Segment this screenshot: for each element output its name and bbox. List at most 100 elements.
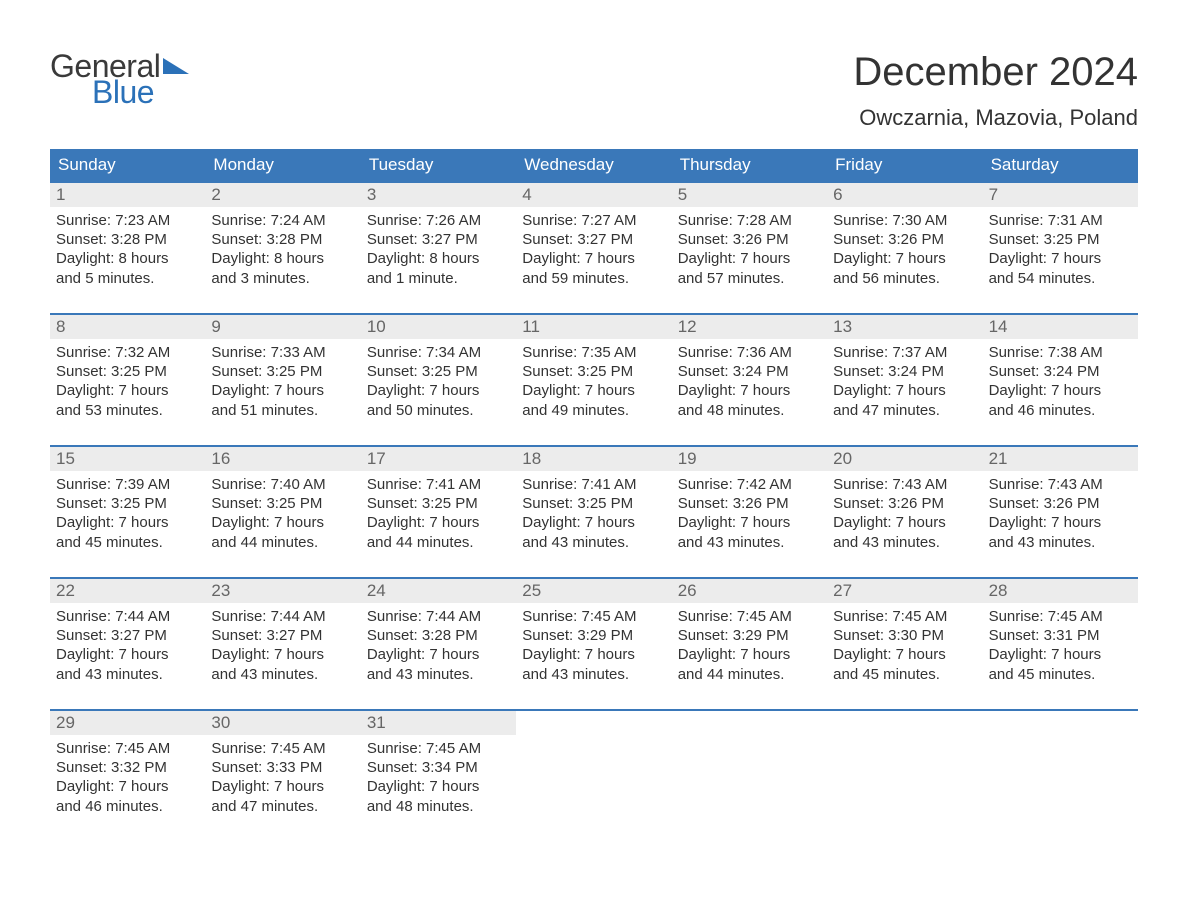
day-cell (672, 711, 827, 823)
week-row: 29Sunrise: 7:45 AMSunset: 3:32 PMDayligh… (50, 709, 1138, 823)
day-d1: Daylight: 7 hours (989, 513, 1132, 532)
day-sunrise: Sunrise: 7:33 AM (211, 343, 354, 362)
day-d1: Daylight: 7 hours (211, 645, 354, 664)
day-body: Sunrise: 7:45 AMSunset: 3:30 PMDaylight:… (827, 603, 982, 684)
day-d1: Daylight: 7 hours (211, 381, 354, 400)
day-sunset: Sunset: 3:24 PM (833, 362, 976, 381)
day-sunrise: Sunrise: 7:24 AM (211, 211, 354, 230)
day-body: Sunrise: 7:45 AMSunset: 3:33 PMDaylight:… (205, 735, 360, 816)
day-sunrise: Sunrise: 7:45 AM (56, 739, 199, 758)
day-number: 16 (205, 447, 360, 471)
day-number: 14 (983, 315, 1138, 339)
day-sunrise: Sunrise: 7:45 AM (989, 607, 1132, 626)
day-sunset: Sunset: 3:28 PM (367, 626, 510, 645)
weekday-cell: Sunday (50, 149, 205, 181)
day-sunset: Sunset: 3:26 PM (833, 230, 976, 249)
day-sunset: Sunset: 3:25 PM (56, 362, 199, 381)
day-body: Sunrise: 7:39 AMSunset: 3:25 PMDaylight:… (50, 471, 205, 552)
day-cell: 17Sunrise: 7:41 AMSunset: 3:25 PMDayligh… (361, 447, 516, 559)
day-sunrise: Sunrise: 7:40 AM (211, 475, 354, 494)
day-sunset: Sunset: 3:27 PM (522, 230, 665, 249)
day-sunset: Sunset: 3:26 PM (989, 494, 1132, 513)
day-number: 13 (827, 315, 982, 339)
day-cell: 2Sunrise: 7:24 AMSunset: 3:28 PMDaylight… (205, 183, 360, 295)
day-cell: 25Sunrise: 7:45 AMSunset: 3:29 PMDayligh… (516, 579, 671, 691)
day-d1: Daylight: 7 hours (56, 777, 199, 796)
location-text: Owczarnia, Mazovia, Poland (853, 105, 1138, 131)
day-body: Sunrise: 7:41 AMSunset: 3:25 PMDaylight:… (516, 471, 671, 552)
day-body: Sunrise: 7:33 AMSunset: 3:25 PMDaylight:… (205, 339, 360, 420)
weeks-container: 1Sunrise: 7:23 AMSunset: 3:28 PMDaylight… (50, 181, 1138, 823)
day-cell: 28Sunrise: 7:45 AMSunset: 3:31 PMDayligh… (983, 579, 1138, 691)
day-number: 30 (205, 711, 360, 735)
day-sunset: Sunset: 3:25 PM (56, 494, 199, 513)
day-sunrise: Sunrise: 7:23 AM (56, 211, 199, 230)
day-body: Sunrise: 7:45 AMSunset: 3:29 PMDaylight:… (672, 603, 827, 684)
month-title: December 2024 (853, 50, 1138, 95)
day-d1: Daylight: 7 hours (367, 381, 510, 400)
day-cell: 12Sunrise: 7:36 AMSunset: 3:24 PMDayligh… (672, 315, 827, 427)
day-body: Sunrise: 7:32 AMSunset: 3:25 PMDaylight:… (50, 339, 205, 420)
day-d2: and 59 minutes. (522, 269, 665, 288)
day-d2: and 45 minutes. (833, 665, 976, 684)
day-d2: and 5 minutes. (56, 269, 199, 288)
day-sunrise: Sunrise: 7:27 AM (522, 211, 665, 230)
day-d2: and 43 minutes. (678, 533, 821, 552)
day-cell: 31Sunrise: 7:45 AMSunset: 3:34 PMDayligh… (361, 711, 516, 823)
day-body: Sunrise: 7:44 AMSunset: 3:27 PMDaylight:… (50, 603, 205, 684)
logo-triangle-icon (163, 56, 189, 78)
day-body: Sunrise: 7:43 AMSunset: 3:26 PMDaylight:… (827, 471, 982, 552)
day-body: Sunrise: 7:27 AMSunset: 3:27 PMDaylight:… (516, 207, 671, 288)
day-cell: 29Sunrise: 7:45 AMSunset: 3:32 PMDayligh… (50, 711, 205, 823)
day-body: Sunrise: 7:31 AMSunset: 3:25 PMDaylight:… (983, 207, 1138, 288)
logo-word-blue: Blue (92, 76, 189, 108)
day-cell (983, 711, 1138, 823)
day-sunrise: Sunrise: 7:32 AM (56, 343, 199, 362)
logo: General Blue (50, 50, 189, 108)
day-cell: 21Sunrise: 7:43 AMSunset: 3:26 PMDayligh… (983, 447, 1138, 559)
day-d2: and 46 minutes. (989, 401, 1132, 420)
day-number: 12 (672, 315, 827, 339)
weekday-cell: Saturday (983, 149, 1138, 181)
day-sunrise: Sunrise: 7:44 AM (211, 607, 354, 626)
day-cell: 26Sunrise: 7:45 AMSunset: 3:29 PMDayligh… (672, 579, 827, 691)
day-cell: 20Sunrise: 7:43 AMSunset: 3:26 PMDayligh… (827, 447, 982, 559)
day-number: 1 (50, 183, 205, 207)
day-body: Sunrise: 7:45 AMSunset: 3:31 PMDaylight:… (983, 603, 1138, 684)
day-d1: Daylight: 7 hours (833, 645, 976, 664)
day-d1: Daylight: 7 hours (833, 513, 976, 532)
day-d1: Daylight: 7 hours (678, 645, 821, 664)
day-d1: Daylight: 7 hours (211, 513, 354, 532)
day-d1: Daylight: 7 hours (678, 249, 821, 268)
day-d2: and 44 minutes. (678, 665, 821, 684)
day-d1: Daylight: 7 hours (522, 645, 665, 664)
day-number: 29 (50, 711, 205, 735)
day-sunset: Sunset: 3:26 PM (678, 494, 821, 513)
day-number: 7 (983, 183, 1138, 207)
day-sunset: Sunset: 3:24 PM (989, 362, 1132, 381)
day-d1: Daylight: 7 hours (367, 645, 510, 664)
day-cell: 18Sunrise: 7:41 AMSunset: 3:25 PMDayligh… (516, 447, 671, 559)
day-d1: Daylight: 7 hours (989, 249, 1132, 268)
day-sunset: Sunset: 3:30 PM (833, 626, 976, 645)
day-number: 3 (361, 183, 516, 207)
day-sunset: Sunset: 3:25 PM (522, 362, 665, 381)
day-body: Sunrise: 7:45 AMSunset: 3:29 PMDaylight:… (516, 603, 671, 684)
day-sunset: Sunset: 3:27 PM (367, 230, 510, 249)
day-body: Sunrise: 7:43 AMSunset: 3:26 PMDaylight:… (983, 471, 1138, 552)
day-sunrise: Sunrise: 7:26 AM (367, 211, 510, 230)
day-number: 23 (205, 579, 360, 603)
day-number: 8 (50, 315, 205, 339)
day-cell: 1Sunrise: 7:23 AMSunset: 3:28 PMDaylight… (50, 183, 205, 295)
day-sunrise: Sunrise: 7:44 AM (56, 607, 199, 626)
weekday-cell: Tuesday (361, 149, 516, 181)
day-body: Sunrise: 7:42 AMSunset: 3:26 PMDaylight:… (672, 471, 827, 552)
day-cell (516, 711, 671, 823)
day-sunrise: Sunrise: 7:45 AM (678, 607, 821, 626)
day-sunrise: Sunrise: 7:42 AM (678, 475, 821, 494)
day-body: Sunrise: 7:41 AMSunset: 3:25 PMDaylight:… (361, 471, 516, 552)
day-sunrise: Sunrise: 7:34 AM (367, 343, 510, 362)
day-sunrise: Sunrise: 7:30 AM (833, 211, 976, 230)
day-d2: and 47 minutes. (211, 797, 354, 816)
day-number: 18 (516, 447, 671, 471)
